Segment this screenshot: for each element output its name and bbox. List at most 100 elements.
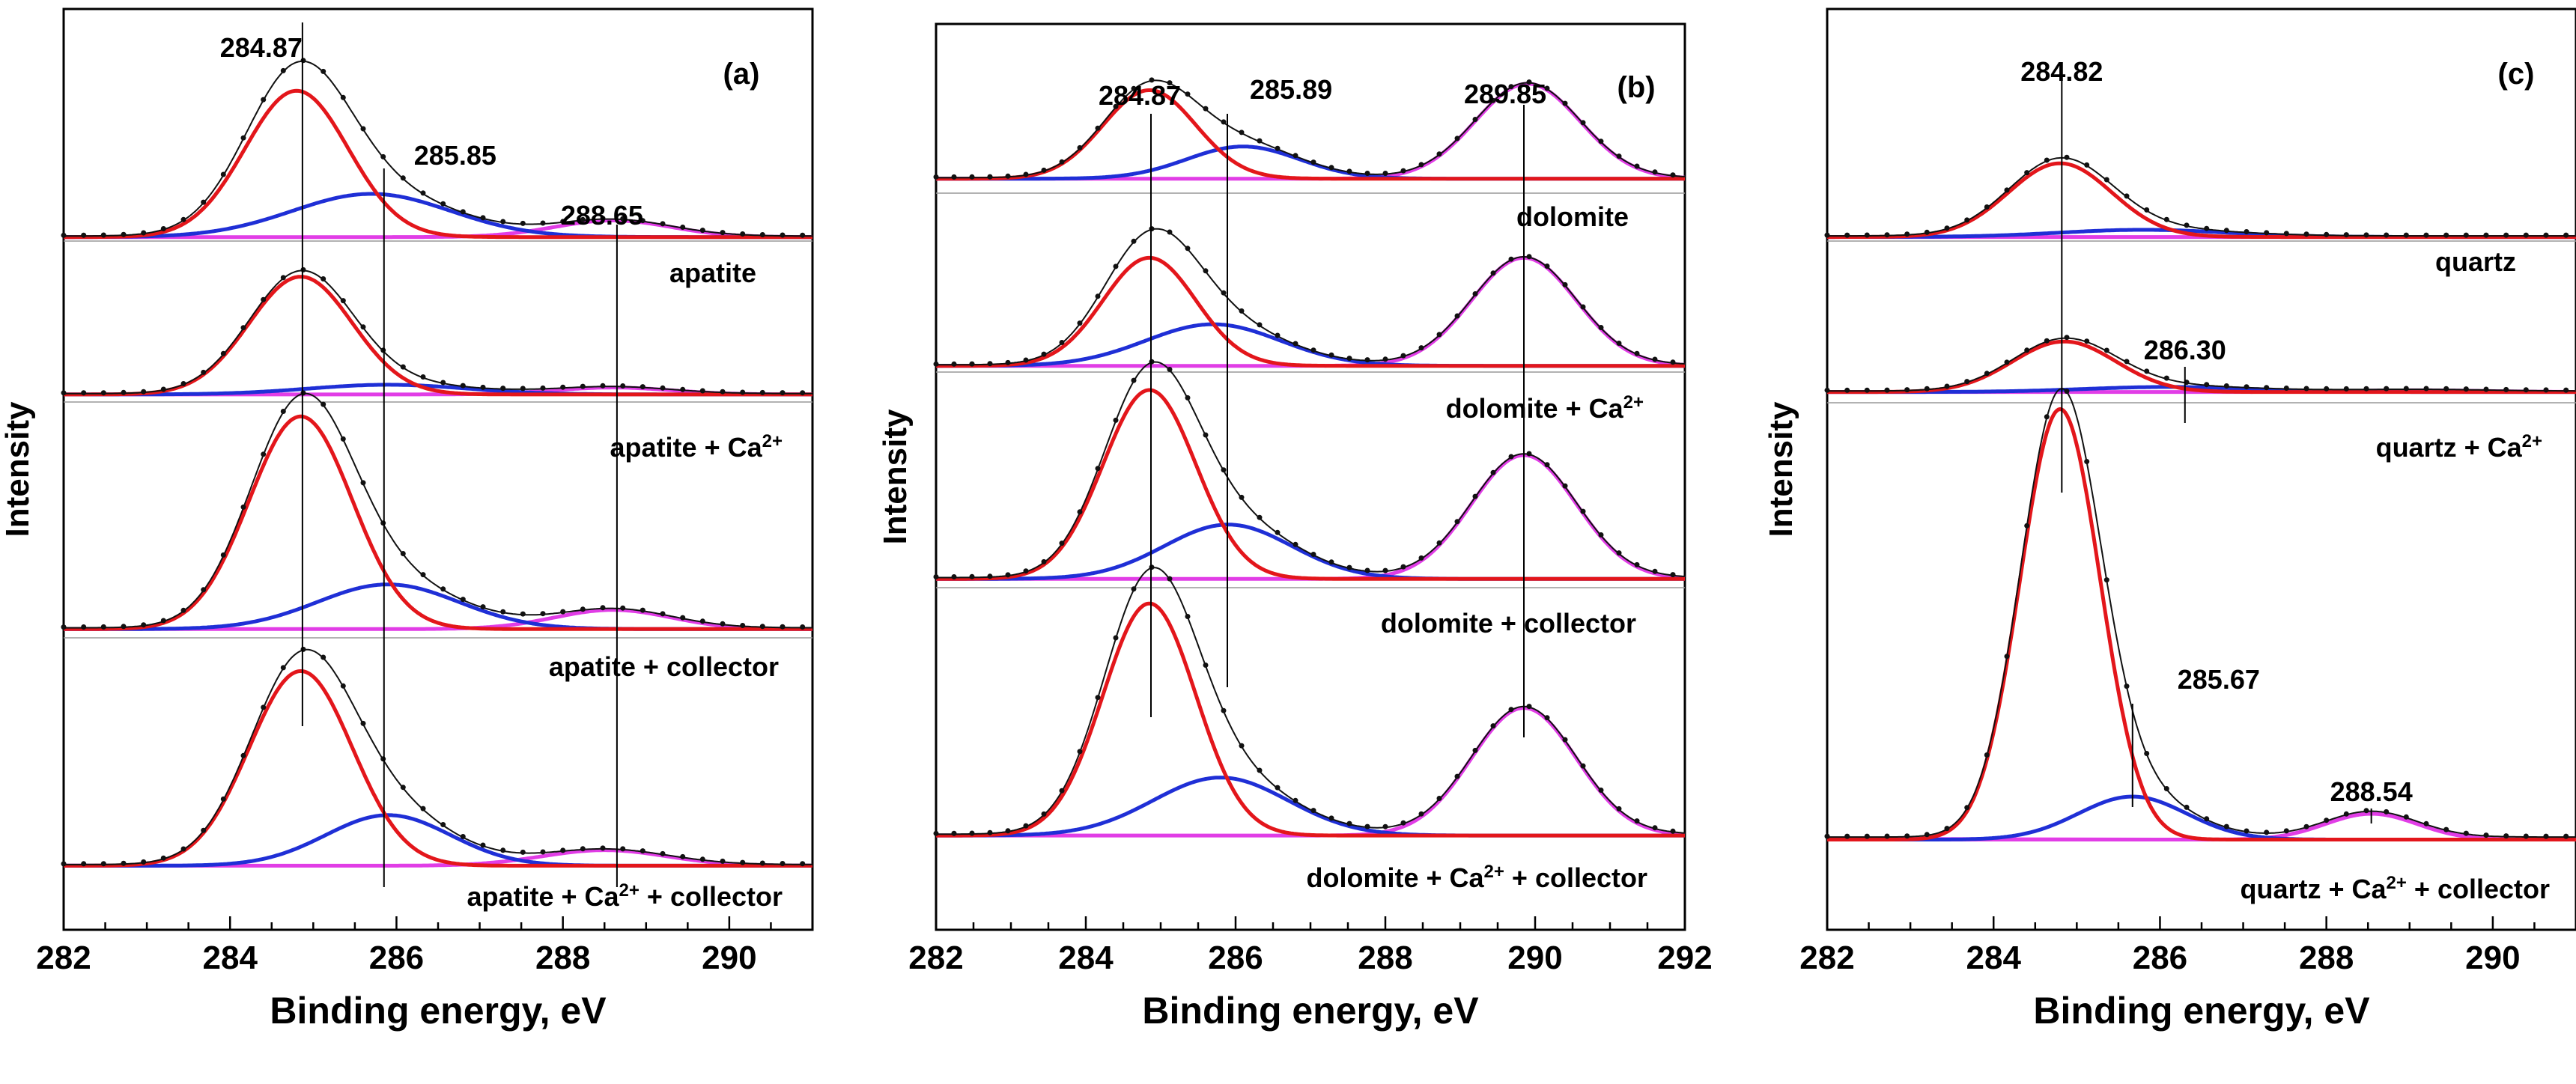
data-point bbox=[1113, 264, 1119, 270]
sample-label: quartz + Ca2+ bbox=[2376, 431, 2542, 463]
x-axis-title: Binding energy, eV bbox=[1142, 990, 1479, 1032]
data-point bbox=[1059, 340, 1065, 345]
fit-component-peak1 bbox=[936, 88, 1685, 181]
fit-component-peak1 bbox=[936, 255, 1685, 368]
data-point bbox=[201, 369, 207, 375]
data-point bbox=[380, 756, 386, 762]
data-point bbox=[261, 704, 267, 710]
data-point bbox=[1310, 808, 1316, 814]
data-point bbox=[2124, 683, 2130, 689]
data-point bbox=[1562, 483, 1568, 489]
data-point bbox=[1526, 451, 1532, 457]
data-point bbox=[160, 386, 166, 392]
data-point bbox=[560, 609, 566, 615]
data-point bbox=[1239, 743, 1245, 749]
data-point bbox=[1023, 171, 1029, 177]
data-point bbox=[520, 611, 526, 617]
data-point bbox=[1864, 232, 1870, 238]
data-point bbox=[1944, 225, 1950, 231]
data-point bbox=[759, 860, 765, 866]
data-point bbox=[1221, 467, 1227, 473]
spectrum-3 bbox=[1824, 388, 2576, 841]
data-point bbox=[2004, 359, 2010, 365]
data-point bbox=[680, 853, 686, 859]
data-point bbox=[640, 384, 645, 390]
data-point bbox=[141, 389, 147, 395]
data-point bbox=[240, 504, 246, 510]
data-point bbox=[1275, 332, 1281, 338]
data-point bbox=[620, 846, 626, 852]
data-point bbox=[1670, 359, 1676, 365]
data-point bbox=[640, 607, 645, 613]
data-point bbox=[2403, 232, 2409, 238]
data-point bbox=[1382, 356, 1388, 362]
data-point bbox=[1257, 514, 1263, 520]
data-point bbox=[2184, 222, 2190, 228]
data-point bbox=[240, 135, 246, 141]
data-point bbox=[1454, 519, 1460, 525]
data-point bbox=[1131, 238, 1137, 244]
data-point bbox=[240, 752, 246, 758]
x-tick-label: 286 bbox=[369, 940, 424, 976]
x-tick-label: 284 bbox=[1966, 940, 2022, 976]
data-point bbox=[2004, 654, 2010, 660]
data-point bbox=[2543, 833, 2549, 839]
data-point bbox=[2004, 187, 2010, 193]
panel-label: (c) bbox=[2498, 58, 2535, 91]
data-point bbox=[2084, 459, 2090, 464]
data-point bbox=[1400, 564, 1406, 570]
data-point bbox=[720, 230, 726, 236]
data-point bbox=[2163, 786, 2169, 791]
data-point bbox=[1077, 320, 1083, 326]
data-point bbox=[300, 267, 306, 272]
data-point bbox=[540, 611, 546, 617]
x-tick-label: 284 bbox=[1058, 940, 1114, 976]
data-point bbox=[1275, 785, 1281, 791]
fit-component-peak1 bbox=[936, 388, 1685, 581]
total-envelope bbox=[936, 567, 1686, 835]
data-point bbox=[1944, 826, 1950, 832]
data-point bbox=[759, 232, 765, 237]
data-point bbox=[2503, 833, 2509, 839]
data-point bbox=[1544, 264, 1550, 269]
data-point bbox=[1652, 825, 1658, 831]
data-point bbox=[1113, 417, 1119, 423]
data-point bbox=[1454, 136, 1460, 141]
data-point bbox=[1239, 494, 1245, 500]
data-point bbox=[160, 855, 166, 861]
data-point bbox=[141, 622, 147, 628]
data-point bbox=[480, 384, 486, 390]
data-point bbox=[987, 361, 993, 367]
data-point bbox=[280, 67, 286, 73]
data-point bbox=[61, 232, 67, 238]
data-point bbox=[951, 174, 957, 180]
data-point bbox=[1844, 387, 1850, 393]
data-point bbox=[1580, 120, 1586, 126]
fit-component-peak1 bbox=[64, 88, 812, 240]
data-point bbox=[1346, 168, 1352, 174]
data-point bbox=[1041, 351, 1047, 357]
data-point bbox=[1221, 707, 1227, 713]
data-point bbox=[1964, 379, 1970, 385]
data-point bbox=[1562, 737, 1568, 743]
total-envelope bbox=[64, 648, 812, 865]
data-point bbox=[100, 232, 106, 238]
data-point bbox=[1964, 805, 1970, 811]
data-point bbox=[1580, 508, 1586, 514]
data-point bbox=[1490, 723, 1496, 729]
data-point bbox=[1131, 377, 1137, 383]
data-point bbox=[2204, 816, 2210, 822]
data-point bbox=[720, 858, 726, 864]
data-point bbox=[2124, 359, 2130, 365]
fit-component-peak1 bbox=[1827, 339, 2576, 395]
data-point bbox=[951, 361, 957, 367]
data-point bbox=[1634, 561, 1640, 567]
data-point bbox=[1508, 707, 1514, 713]
data-point bbox=[2144, 751, 2150, 756]
data-point bbox=[1964, 217, 1970, 223]
fit-component-peak2 bbox=[936, 322, 1685, 368]
data-point bbox=[2403, 814, 2409, 820]
data-point bbox=[1598, 325, 1604, 330]
data-point bbox=[969, 361, 975, 367]
data-point bbox=[1364, 823, 1370, 829]
